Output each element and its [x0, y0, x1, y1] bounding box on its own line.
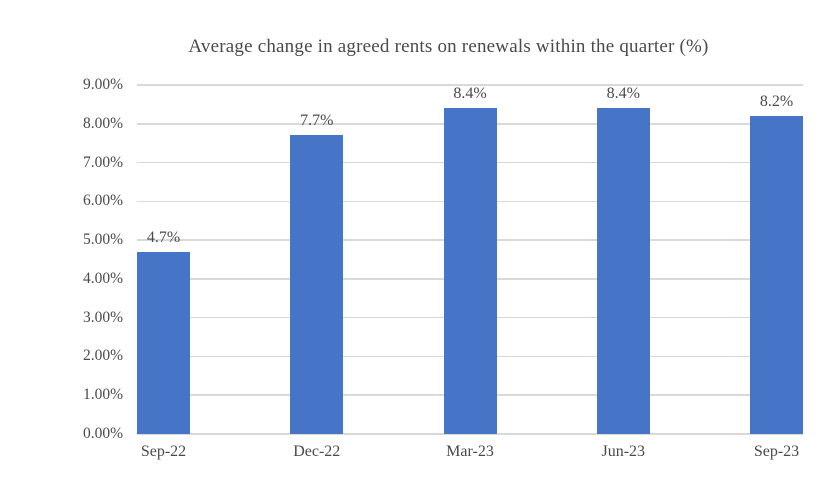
bar-value-label: 8.2%: [759, 93, 794, 111]
bar-value-label: 4.7%: [146, 228, 181, 246]
bar-value-label: 7.7%: [300, 112, 334, 130]
plot-area: 4.7% 7.7% 8.4% 8.4% 8.2%: [137, 84, 803, 435]
y-axis-tick-label: 9.00%: [82, 76, 123, 93]
bar-Mar-23: [443, 108, 497, 434]
x-axis-tick-label: Dec-22: [293, 443, 341, 460]
bar-value-label: 8.4%: [453, 85, 487, 103]
gridline: [137, 433, 803, 435]
y-axis-tick-label: 4.00%: [82, 269, 123, 287]
bar-Jun-23: [596, 108, 650, 434]
gridline: [137, 84, 803, 86]
bar-Sep-23: [750, 116, 803, 434]
bar-Dec-22: [290, 135, 344, 434]
x-axis-tick-label: Jun-23: [601, 443, 646, 460]
y-axis: 0.00% 1.00% 2.00% 3.00% 4.00% 5.00% 6.00% 7.00%…: [40, 76, 123, 442]
y-axis-tick-label: 1.00%: [82, 386, 123, 404]
y-axis-tick-label: 6.00%: [82, 192, 123, 210]
x-axis-tick-label: Mar-23: [446, 443, 494, 460]
y-axis-tick-label: 2.00%: [82, 347, 123, 365]
x-axis-tick-label: Sep-22: [140, 443, 187, 460]
x-axis: Sep-22 Dec-22 Mar-23 Jun-23 Sep-23: [137, 443, 803, 473]
y-axis-tick-label: 3.00%: [82, 308, 123, 326]
y-axis-tick-label: 8.00%: [82, 114, 123, 132]
bar-value-label: 8.4%: [606, 85, 640, 103]
y-axis-tick-label: 5.00%: [82, 231, 123, 249]
y-axis-tick-label: 7.00%: [82, 153, 123, 171]
chart-title: Average change in agreed rents on renewa…: [188, 36, 709, 57]
y-axis-tick-label: 0.00%: [82, 425, 123, 442]
bar-Sep-22: [137, 251, 190, 434]
x-axis-tick-label: Sep-23: [753, 443, 800, 460]
